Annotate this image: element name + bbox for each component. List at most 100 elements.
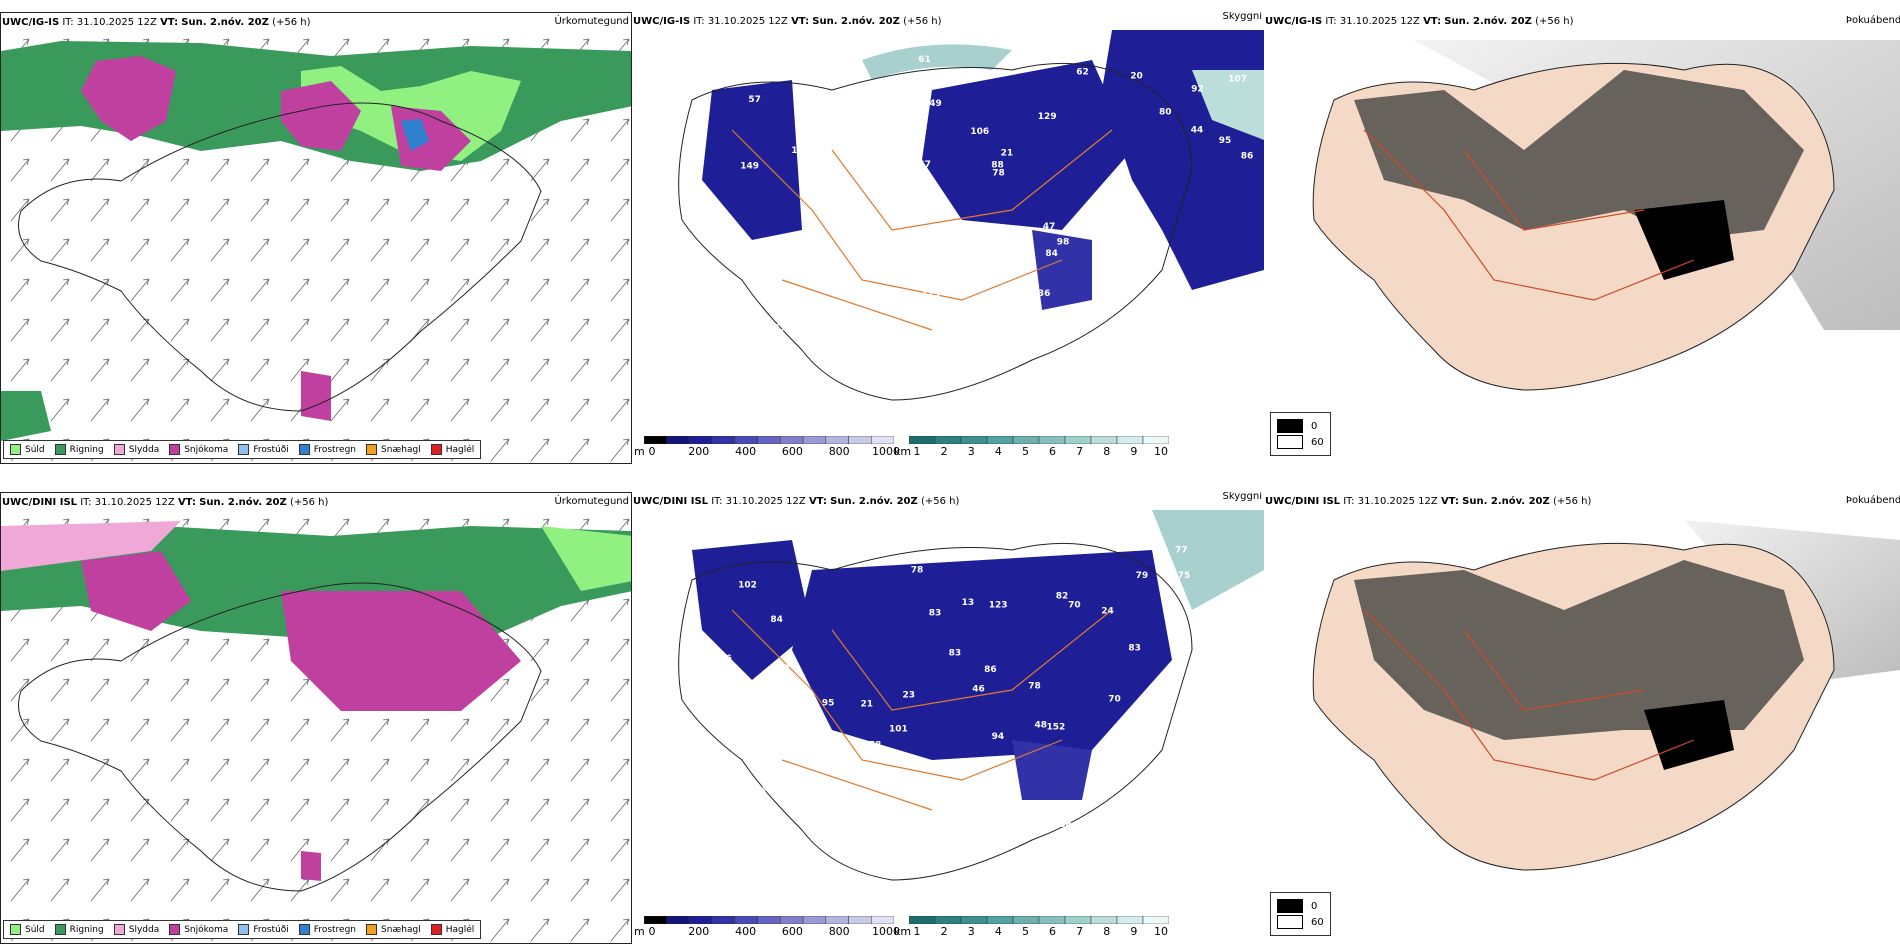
colorbar-tick-label: 800	[828, 925, 850, 938]
cloud-base-colorbar: m 0 200 400 600 800 1000	[634, 916, 900, 942]
colorbar-tick-label: 200	[688, 925, 710, 938]
colorbar-cell	[1038, 916, 1066, 924]
legend-swatch	[54, 924, 66, 935]
cloud-base-value: 57	[748, 95, 761, 105]
panel-title: UWC/DINI ISL IT: 31.10.2025 12Z VT: Sun.…	[633, 496, 960, 507]
cloud-base-value: 78	[911, 566, 924, 576]
panel-title: UWC/IG-IS IT: 31.10.2025 12Z VT: Sun. 2.…	[1265, 16, 1574, 27]
colorbar-cell	[871, 436, 894, 444]
colorbar-cell	[711, 916, 736, 924]
cloud-base-value: 75	[1178, 571, 1191, 581]
cloud-base-value: 133	[767, 324, 786, 334]
cloud-base-numbers: 63 44 48 102 54 84 57 21 24 13 70 98 97 78 78 80 70 86 76 7…	[719, 528, 1253, 830]
colorbar-cell	[802, 436, 827, 444]
cloud-base-value: 139	[874, 780, 893, 790]
cloud-base-value: 21	[1001, 149, 1014, 159]
legend-item: Snjókoma	[169, 444, 228, 455]
legend-item: Rigning	[54, 924, 104, 935]
cloud-base-value: 98	[1057, 237, 1070, 247]
colorbar-tick-label: 6	[1049, 445, 1057, 458]
legend-swatch	[430, 924, 442, 935]
colorbar-cell	[871, 916, 894, 924]
colorbar-cell	[734, 916, 758, 924]
legend-item: 0	[1277, 419, 1324, 433]
cloud-base-value: 57	[792, 774, 805, 784]
cloud-base-value: 48	[1035, 720, 1048, 730]
colorbar-tick-label: 1000	[872, 445, 900, 458]
cloud-base-value: 84	[770, 615, 783, 625]
cloud-base-value: 99	[965, 277, 978, 287]
cloud-base-value: 80	[743, 266, 756, 276]
cloud-base-value: 78	[912, 177, 925, 187]
colorbar-tick-label: 600	[781, 445, 803, 458]
colorbar-cell	[1116, 436, 1144, 444]
legend-swatch	[366, 444, 378, 455]
colorbar-tick-label: 1000	[872, 925, 900, 938]
colorbar-tick-label: 3	[967, 925, 975, 938]
legend-item: Slydda	[113, 444, 159, 455]
panel-label-cloud: Skyggni	[1222, 492, 1262, 502]
legend-item: 0	[1277, 899, 1324, 913]
cloud-base-value: 63	[1159, 818, 1172, 828]
legend-swatch	[298, 924, 310, 935]
panel-label-fog: Þokuábendi	[1845, 495, 1900, 506]
colorbar-unit: km	[894, 445, 912, 458]
cloud-base-numbers: 147 149 92 51 129 133 50 106 44 99 59 49 49 21 59 57 61 8…	[718, 55, 1253, 349]
visibility-colorbar: km 1 2 3 4 5 6 7 8 9 10	[894, 916, 1169, 942]
cloud-base-value: 165	[1091, 785, 1110, 795]
cloud-base-value: 92	[1191, 85, 1204, 95]
colorbar-cell	[666, 436, 690, 444]
legend-swatch	[54, 444, 66, 455]
colorbar-tick-label: 10	[1154, 445, 1168, 458]
legend-swatch	[238, 924, 250, 935]
panel-title: UWC/DINI ISL IT: 31.10.2025 12Z VT: Sun.…	[1265, 496, 1592, 507]
colorbar-cell	[666, 916, 690, 924]
colorbar-cell	[780, 916, 804, 924]
panel-label-precip-type: Úrkomutegund	[554, 496, 629, 507]
panel-label-fog: Þokuábendi	[1845, 15, 1900, 26]
cloud-map: 147 149 92 51 129 133 50 106 44 99 59 49 49 21 59 57 61 8…	[678, 30, 1264, 401]
panel-label-cloud: Skyggni	[1222, 12, 1262, 22]
colorbar-unit: m	[634, 925, 645, 938]
legend-item: Snæhagl	[366, 924, 421, 935]
legend-item: 60	[1277, 915, 1324, 929]
cloud-panel-row2: UWC/DINI ISL IT: 31.10.2025 12Z VT: Sun.…	[632, 492, 1264, 944]
cloud-base-value: 54	[1188, 763, 1201, 773]
legend-swatch	[10, 444, 21, 455]
cloud-map: 63 44 48 102 54 84 57 21 24 13 70 98 97 78 78 80 70 86 76 7…	[678, 510, 1264, 881]
precip-type-panel-row1: UWC/IG-IS IT: 31.10.2025 12Z VT: Sun. 2.…	[0, 12, 632, 464]
legend-item: Súld	[10, 444, 45, 455]
colorbar-cell	[934, 916, 962, 924]
cloud-base-value: 123	[989, 600, 1008, 610]
cloud-base-value: 94	[992, 732, 1005, 742]
cloud-base-value: 106	[970, 127, 989, 137]
cloud-base-value: 86	[1241, 152, 1254, 162]
cloud-base-value: 129	[1038, 112, 1057, 122]
legend-swatch	[169, 924, 181, 935]
panel-title: UWC/IG-IS IT: 31.10.2025 12Z VT: Sun. 2.…	[2, 17, 311, 28]
colorbar-tick-label: 6	[1049, 925, 1057, 938]
colorbar-cell	[689, 436, 713, 444]
legend-item: Frostúði	[238, 924, 289, 935]
cloud-base-value: 70	[1108, 694, 1121, 704]
panel-label-precip-type: Úrkomutegund	[554, 16, 629, 27]
cloud-base-value: 77	[1175, 546, 1188, 556]
colorbar-cell	[1064, 916, 1092, 924]
cloud-base-value: 61	[723, 325, 736, 335]
cloud-base-value: 113	[921, 290, 940, 300]
cloud-base-value: 82	[1056, 591, 1069, 601]
legend-swatch	[298, 444, 310, 455]
legend-swatch	[1277, 899, 1303, 913]
legend-item: Frostregn	[298, 444, 356, 455]
cloud-base-value: 70	[1068, 601, 1081, 611]
legend-swatch	[430, 444, 442, 455]
cloud-base-value: 82	[1079, 220, 1092, 230]
colorbar-cell	[1038, 436, 1066, 444]
cloud-base-value: 102	[738, 581, 757, 591]
legend-swatch	[238, 444, 250, 455]
legend-item: Frostregn	[298, 924, 356, 935]
cloud-base-value: 23	[903, 691, 916, 701]
panel-title: UWC/DINI ISL IT: 31.10.2025 12Z VT: Sun.…	[2, 497, 329, 508]
colorbar-tick-label: 9	[1130, 445, 1138, 458]
cloud-base-value: 46	[1042, 528, 1055, 538]
